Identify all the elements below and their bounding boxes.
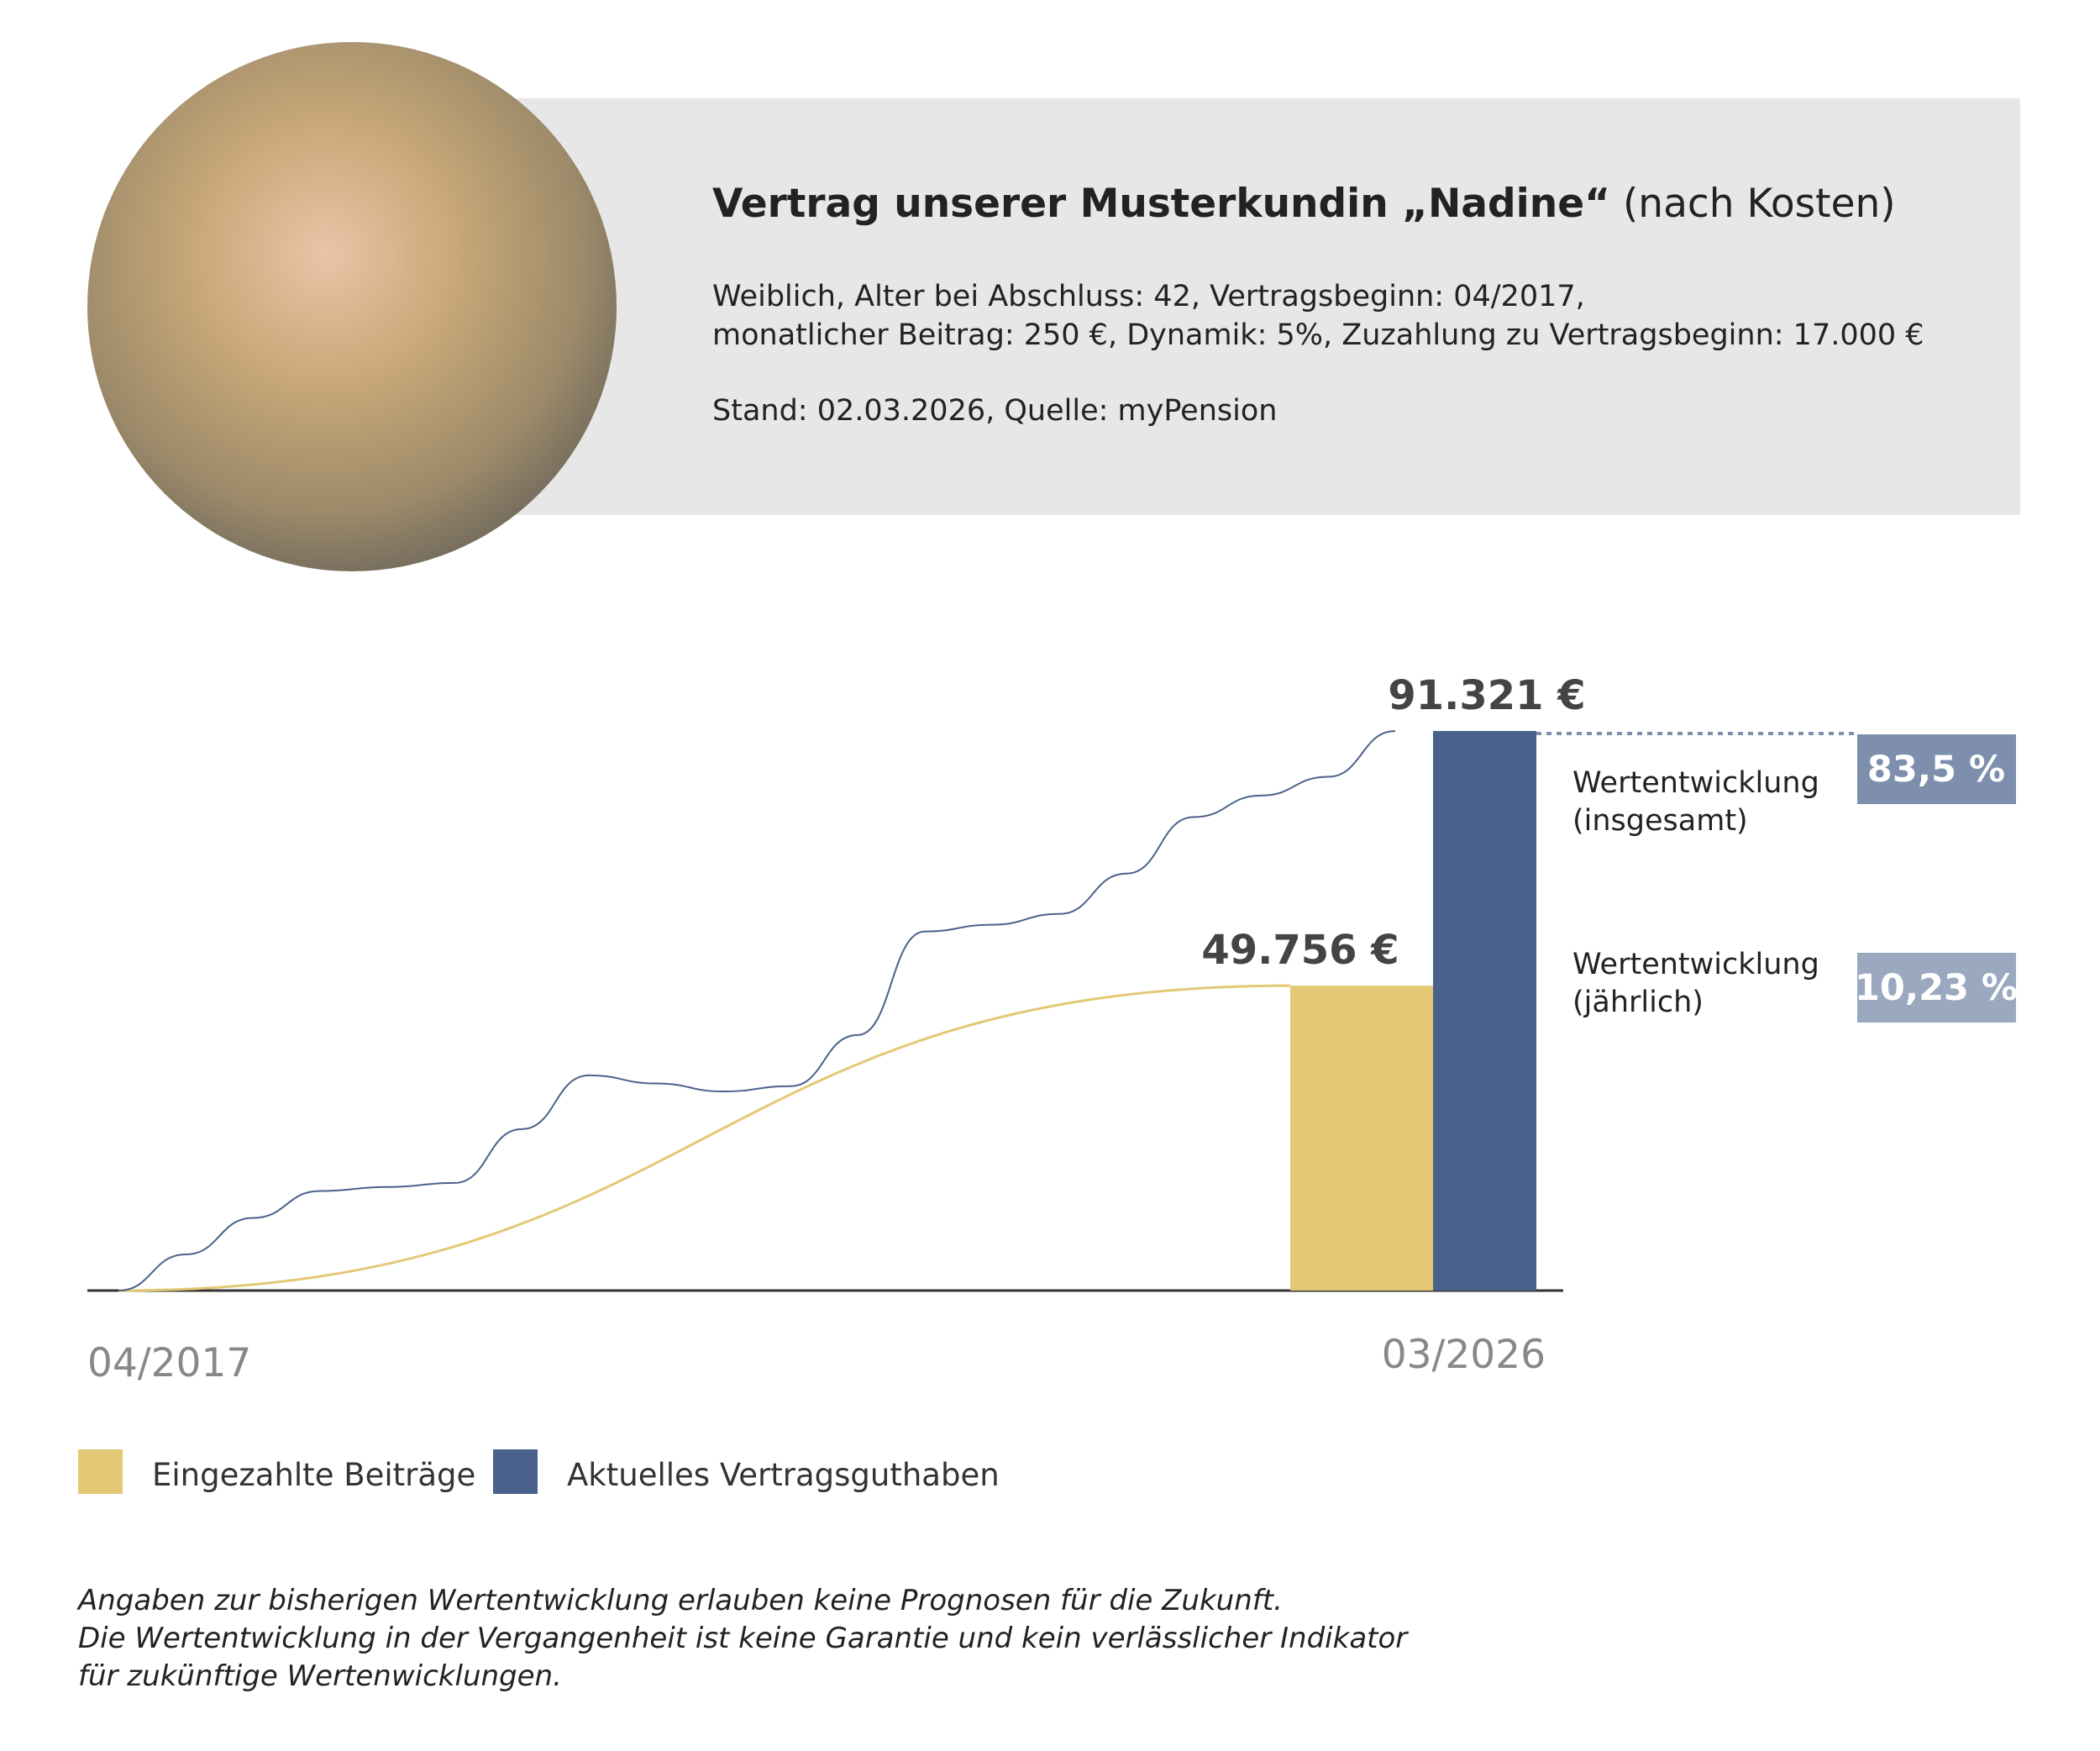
x-label: 03/2026 [1382, 1332, 1546, 1378]
header-title: Vertrag unserer Musterkundin „Nadine“ (n… [712, 181, 1896, 227]
detail-line: Weiblich, Alter bei Abschluss: 42, Vertr… [712, 280, 1585, 313]
total-label: 49.756 € [1201, 927, 1399, 974]
performance-value: 10,23 % [1855, 967, 2018, 1009]
performance-label: Wertentwicklung [1572, 948, 1819, 981]
performance-badge [1857, 953, 2016, 1023]
bar [1433, 731, 1536, 1291]
performance-label: Wertentwicklung [1572, 766, 1819, 800]
title-bold: Vertrag unserer Musterkundin „Nadine“ [712, 181, 1610, 227]
legend-label: Eingezahlte Beiträge [152, 1457, 475, 1493]
detail-line: monatlicher Beitrag: 250 €, Dynamik: 5%,… [712, 318, 1924, 352]
performance-value: 83,5 % [1867, 749, 2005, 791]
detail-line: Stand: 02.03.2026, Quelle: myPension [712, 394, 1277, 428]
footnote-line: Die Wertentwicklung in der Vergangenheit… [78, 1622, 1409, 1655]
footnote-line: für zukünftige Wertenwicklungen. [78, 1659, 562, 1693]
performance-label: (insgesamt) [1572, 804, 1748, 838]
performance-badge [1857, 734, 2016, 804]
customer-photo [87, 42, 617, 571]
performance-label: (jährlich) [1572, 986, 1704, 1019]
legend-swatch [493, 1449, 538, 1494]
title-suffix: (nach Kosten) [1623, 181, 1896, 227]
value-line [118, 730, 1396, 1291]
legend-swatch [78, 1449, 123, 1494]
total-label: 91.321 € [1388, 672, 1585, 719]
footnote-line: Angaben zur bisherigen Wertentwicklung e… [76, 1584, 1283, 1617]
header-box [511, 98, 2020, 515]
value-line [118, 984, 1291, 1292]
legend-label: Aktuelles Vertragsguthaben [567, 1457, 1000, 1493]
bar [1290, 986, 1433, 1291]
x-label: 04/2017 [87, 1340, 251, 1386]
